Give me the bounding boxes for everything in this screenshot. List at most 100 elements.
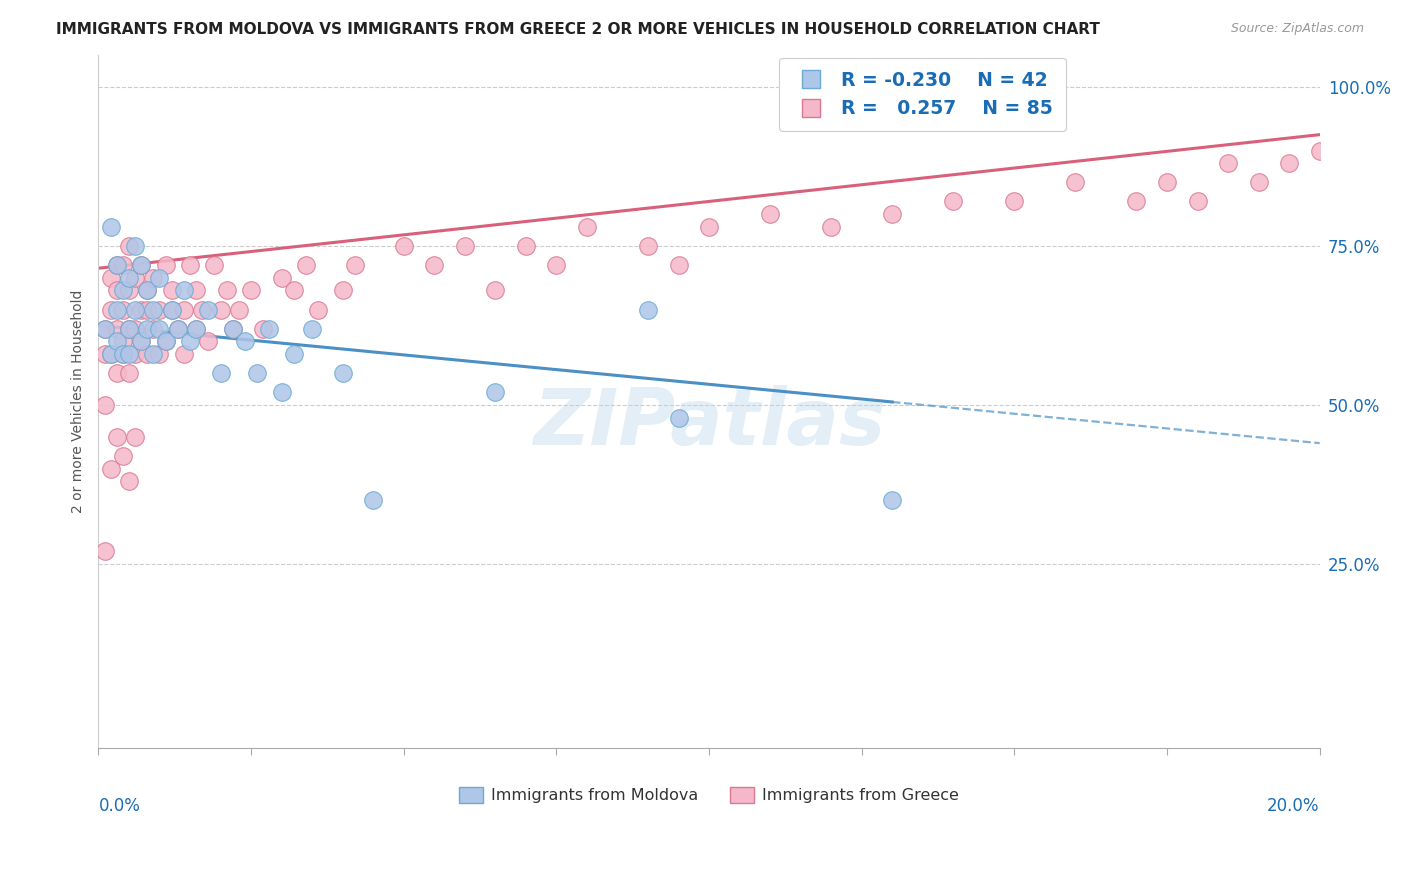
- Point: [124, 239, 146, 253]
- Point: [118, 239, 141, 253]
- Point: [136, 284, 159, 298]
- Point: [136, 284, 159, 298]
- Point: [233, 334, 256, 349]
- Point: [111, 284, 134, 298]
- Point: [1187, 194, 1209, 209]
- Point: [270, 270, 292, 285]
- Point: [118, 475, 141, 489]
- Point: [111, 302, 134, 317]
- Point: [222, 321, 245, 335]
- Point: [111, 334, 134, 349]
- Point: [882, 207, 904, 221]
- Point: [93, 544, 115, 558]
- Point: [301, 321, 323, 335]
- Point: [93, 347, 115, 361]
- Point: [166, 321, 188, 335]
- Point: [295, 258, 318, 272]
- Point: [184, 321, 207, 335]
- Point: [105, 284, 128, 298]
- Point: [136, 321, 159, 335]
- Point: [166, 321, 188, 335]
- Point: [173, 284, 195, 298]
- Point: [100, 347, 122, 361]
- Point: [283, 347, 305, 361]
- Point: [270, 385, 292, 400]
- Point: [343, 258, 366, 272]
- Point: [100, 270, 122, 285]
- Point: [173, 302, 195, 317]
- Point: [129, 258, 152, 272]
- Point: [197, 334, 219, 349]
- Point: [454, 239, 477, 253]
- Point: [332, 284, 354, 298]
- Point: [820, 219, 842, 234]
- Legend: R = -0.230    N = 42, R =   0.257    N = 85: R = -0.230 N = 42, R = 0.257 N = 85: [779, 58, 1066, 131]
- Point: [209, 366, 232, 380]
- Point: [142, 321, 165, 335]
- Text: IMMIGRANTS FROM MOLDOVA VS IMMIGRANTS FROM GREECE 2 OR MORE VEHICLES IN HOUSEHOL: IMMIGRANTS FROM MOLDOVA VS IMMIGRANTS FR…: [56, 22, 1099, 37]
- Point: [105, 321, 128, 335]
- Point: [148, 347, 170, 361]
- Point: [124, 302, 146, 317]
- Point: [118, 270, 141, 285]
- Text: Source: ZipAtlas.com: Source: ZipAtlas.com: [1230, 22, 1364, 36]
- Point: [129, 258, 152, 272]
- Point: [155, 334, 177, 349]
- Point: [197, 302, 219, 317]
- Point: [148, 270, 170, 285]
- Point: [148, 321, 170, 335]
- Point: [105, 430, 128, 444]
- Point: [283, 284, 305, 298]
- Point: [105, 334, 128, 349]
- Point: [942, 194, 965, 209]
- Point: [668, 258, 690, 272]
- Point: [637, 302, 659, 317]
- Point: [93, 398, 115, 412]
- Point: [142, 302, 165, 317]
- Point: [215, 284, 238, 298]
- Point: [173, 347, 195, 361]
- Point: [118, 366, 141, 380]
- Point: [118, 284, 141, 298]
- Point: [332, 366, 354, 380]
- Point: [179, 334, 201, 349]
- Point: [184, 321, 207, 335]
- Text: 20.0%: 20.0%: [1267, 797, 1320, 815]
- Point: [228, 302, 250, 317]
- Point: [118, 321, 141, 335]
- Point: [142, 270, 165, 285]
- Point: [423, 258, 446, 272]
- Point: [129, 334, 152, 349]
- Point: [668, 410, 690, 425]
- Point: [124, 270, 146, 285]
- Y-axis label: 2 or more Vehicles in Household: 2 or more Vehicles in Household: [72, 290, 86, 514]
- Point: [93, 321, 115, 335]
- Point: [882, 493, 904, 508]
- Point: [1125, 194, 1147, 209]
- Point: [160, 284, 183, 298]
- Point: [155, 258, 177, 272]
- Point: [100, 347, 122, 361]
- Point: [1309, 144, 1331, 158]
- Point: [93, 321, 115, 335]
- Point: [184, 284, 207, 298]
- Point: [222, 321, 245, 335]
- Point: [105, 258, 128, 272]
- Point: [361, 493, 384, 508]
- Point: [105, 258, 128, 272]
- Point: [142, 347, 165, 361]
- Point: [240, 284, 263, 298]
- Point: [1278, 156, 1301, 170]
- Point: [148, 302, 170, 317]
- Text: 0.0%: 0.0%: [98, 797, 141, 815]
- Point: [111, 347, 134, 361]
- Point: [129, 334, 152, 349]
- Point: [392, 239, 415, 253]
- Point: [1247, 175, 1270, 189]
- Point: [515, 239, 537, 253]
- Point: [105, 302, 128, 317]
- Point: [105, 366, 128, 380]
- Point: [637, 239, 659, 253]
- Point: [575, 219, 598, 234]
- Point: [307, 302, 329, 317]
